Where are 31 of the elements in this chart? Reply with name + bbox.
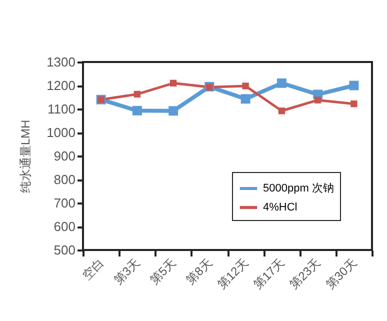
y-tick-label: 1200 [46, 78, 76, 93]
x-tick-label: 第30天 [323, 256, 360, 292]
point [349, 80, 359, 90]
point [134, 90, 141, 98]
y-tick-label: 900 [54, 148, 76, 164]
point [168, 106, 178, 116]
point [314, 96, 322, 104]
y-tick-label: 800 [54, 172, 76, 187]
point [350, 100, 358, 108]
y-tick-label: 600 [54, 219, 76, 234]
point [240, 94, 250, 104]
x-tick-label: 第8天 [183, 256, 215, 288]
y-tick-label: 1300 [46, 54, 76, 70]
y-tick-label: 500 [54, 242, 76, 258]
x-tick-label: 第23天 [286, 256, 324, 292]
x-tick-label: 第17天 [250, 256, 288, 292]
x-tick-label: 第12天 [214, 256, 252, 292]
point [278, 108, 286, 114]
point [132, 106, 142, 116]
x-tick-label: 第3天 [111, 256, 143, 288]
y-axis-title: 纯水通量LMH [18, 120, 33, 194]
legend-label: 5000ppm 次钠 [263, 182, 334, 194]
point [170, 80, 177, 87]
y-tick-label: 1000 [46, 125, 76, 140]
point [276, 78, 286, 88]
y-tick-label: 1100 [48, 102, 76, 116]
x-tick-label: 空白 [80, 256, 107, 282]
legend-label: 4%HCl [263, 202, 298, 214]
x-tick-label: 第5天 [147, 256, 179, 288]
y-tick-label: 700 [54, 196, 76, 210]
point [242, 82, 249, 90]
